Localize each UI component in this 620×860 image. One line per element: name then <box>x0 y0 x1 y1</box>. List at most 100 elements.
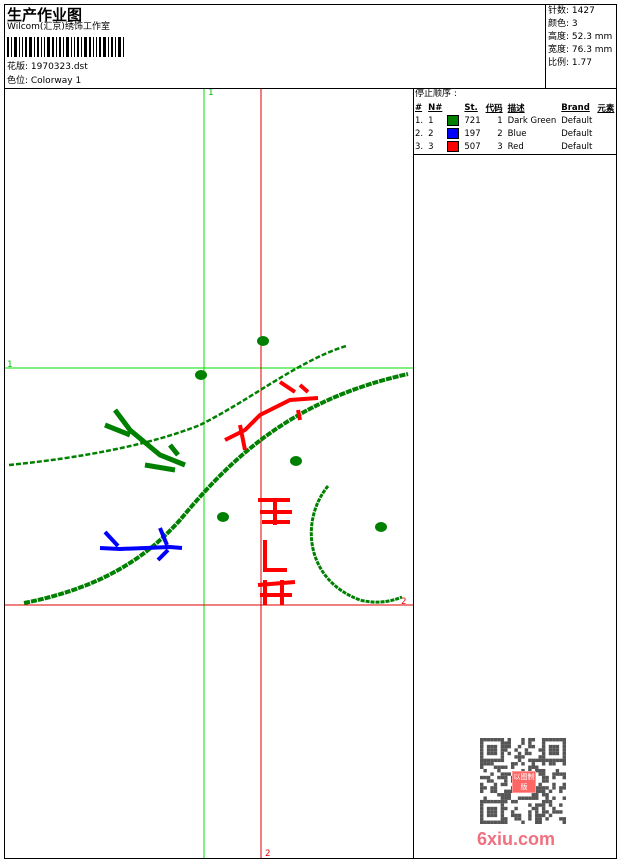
guide-label-red-right: 2 <box>401 597 406 607</box>
col-description: 描述 <box>507 103 525 114</box>
qr-module <box>548 748 553 752</box>
barcode-bar <box>37 37 39 57</box>
qr-module <box>493 799 498 804</box>
qr-module <box>497 793 501 797</box>
qr-module <box>555 758 560 763</box>
qr-module <box>493 765 498 769</box>
qr-module <box>552 744 556 749</box>
qr-module <box>535 813 539 818</box>
qr-module <box>483 820 487 824</box>
qr-module <box>555 810 560 814</box>
company-name: Wilcom(汇京)绣饰工作室 <box>7 22 110 32</box>
row-stitches: 197 <box>464 128 481 139</box>
barcode-bar <box>34 37 35 57</box>
qr-module <box>480 786 484 790</box>
qr-module <box>490 744 494 749</box>
qr-module <box>500 741 505 745</box>
qr-module <box>555 748 560 752</box>
qr-module <box>490 799 494 804</box>
qr-module <box>500 751 505 756</box>
qr-module <box>541 751 546 756</box>
qr-module <box>541 772 546 776</box>
row-brand: Default <box>561 115 593 126</box>
qr-module <box>535 768 539 773</box>
qr-module <box>555 751 560 756</box>
qr-module <box>538 786 542 790</box>
qr-module <box>497 758 501 763</box>
dot <box>290 456 302 466</box>
qr-module <box>531 796 536 800</box>
qr-module <box>559 738 563 742</box>
qr-module <box>531 738 536 742</box>
qr-module <box>504 772 508 776</box>
qr-module <box>480 748 484 752</box>
barcode-bar <box>123 37 124 57</box>
qr-module <box>483 796 487 800</box>
qr-module <box>521 755 525 759</box>
barcode-bar <box>77 37 79 57</box>
watermark-logo: 6xiu.com <box>477 829 556 849</box>
qr-module <box>541 806 546 811</box>
qr-module <box>552 796 556 800</box>
qr-module <box>504 789 508 794</box>
qr-module <box>497 820 501 824</box>
qr-module <box>504 779 508 783</box>
qr-module <box>510 810 515 814</box>
row-code: 3 <box>497 141 503 152</box>
qr-module <box>535 817 539 821</box>
qr-module <box>490 751 494 756</box>
qr-module <box>545 786 549 790</box>
qr-module <box>562 796 566 800</box>
barcode-bar <box>84 37 87 57</box>
qr-module <box>559 786 563 790</box>
qr-module <box>486 751 491 756</box>
qr-module <box>500 765 505 769</box>
qr-module <box>545 810 549 814</box>
red-char-3 <box>257 580 296 605</box>
row-element <box>596 114 618 127</box>
qr-module <box>517 744 522 749</box>
qr-module <box>480 758 484 763</box>
barcode-bar <box>19 37 20 57</box>
qr-module <box>500 772 505 776</box>
qr-module <box>486 762 491 766</box>
qr-module <box>486 813 491 818</box>
row-description: Blue <box>507 128 527 139</box>
qr-module <box>480 813 484 818</box>
dot <box>217 512 229 522</box>
qr-module <box>490 786 494 790</box>
qr-module <box>562 744 566 749</box>
qr-module <box>528 765 532 769</box>
qr-module <box>507 741 511 745</box>
qr-module <box>514 817 518 821</box>
qr-module <box>493 758 498 763</box>
qr-module <box>531 765 536 769</box>
qr-module <box>555 738 560 742</box>
frame-left <box>4 4 5 859</box>
qr-module <box>500 806 505 811</box>
qr-module <box>500 796 505 800</box>
row-index: 1. <box>415 115 424 126</box>
qr-module <box>507 796 511 800</box>
row-brand: Default <box>561 128 593 139</box>
design-file: 花版: 1970323.dst <box>7 62 88 72</box>
row-element <box>596 127 618 140</box>
qr-module <box>528 738 532 742</box>
swatch-green <box>447 115 460 126</box>
qr-module <box>480 744 484 749</box>
qr-module <box>552 758 556 763</box>
qr-module <box>514 762 518 766</box>
qr-module <box>552 786 556 790</box>
qr-module <box>480 751 484 756</box>
qr-module <box>548 789 553 794</box>
qr-module <box>486 810 491 814</box>
row-element <box>596 140 618 153</box>
qr-module <box>480 810 484 814</box>
barcode-bar <box>14 37 17 57</box>
qr-module <box>504 744 508 749</box>
qr-module <box>552 810 556 814</box>
qr-module <box>548 738 553 742</box>
barcode-bar <box>118 37 121 57</box>
qr-code <box>480 738 566 824</box>
